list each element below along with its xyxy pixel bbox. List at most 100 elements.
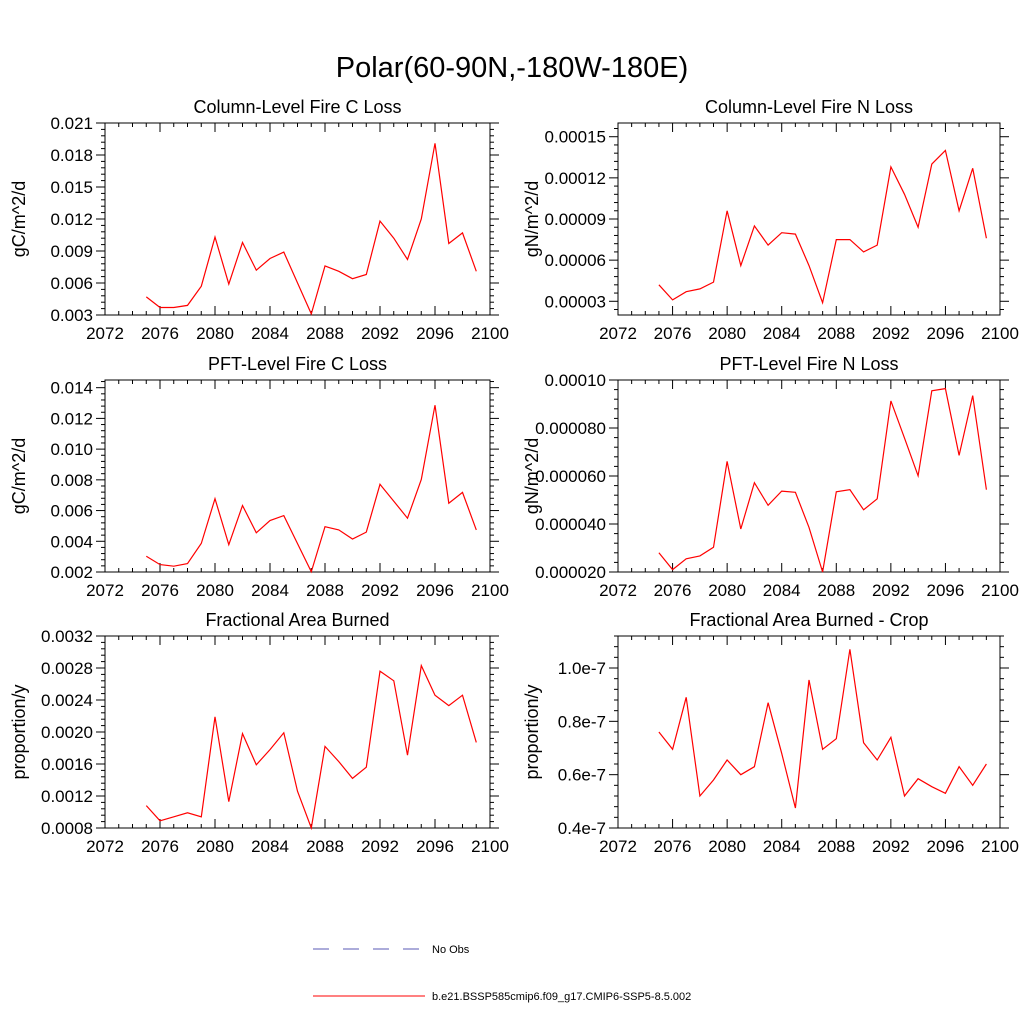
y-tick-label: 0.0016 [41, 755, 93, 774]
x-tick-label: 2080 [708, 837, 746, 856]
panel-title: Column-Level Fire N Loss [705, 97, 913, 117]
x-tick-label: 2092 [872, 581, 910, 600]
x-tick-label: 2088 [817, 837, 855, 856]
y-tick-label: 0.0024 [41, 691, 93, 710]
panel-title: Fractional Area Burned - Crop [689, 610, 928, 630]
plot-frame [617, 635, 1001, 829]
series-line [145, 663, 477, 831]
chart-panel-6: Fractional Area Burned - Crop proportion/… [522, 610, 1019, 856]
x-tick-label: 2088 [306, 324, 344, 343]
y-axis-label: proportion/y [522, 684, 542, 779]
y-tick-label: 0.012 [50, 210, 93, 229]
x-tick-label: 2084 [763, 324, 801, 343]
panel-title: PFT-Level Fire C Loss [208, 354, 387, 374]
x-tick-label: 2084 [251, 837, 289, 856]
legend: No Obs b.e21.BSSP585cmip6.f09_g17.CMIP6-… [313, 944, 691, 1003]
y-tick-label: 0.00012 [545, 169, 606, 188]
x-tick-label: 2080 [708, 324, 746, 343]
y-tick-label: 0.8e-7 [558, 712, 606, 731]
x-tick-label: 2092 [872, 324, 910, 343]
x-tick-label: 2096 [416, 581, 454, 600]
x-tick-label: 2076 [141, 581, 179, 600]
plot-frame [617, 379, 1001, 573]
x-tick-label: 2080 [708, 581, 746, 600]
y-tick-label: 0.018 [50, 146, 93, 165]
y-tick-label: 0.0028 [41, 659, 93, 678]
y-tick-label: 0.010 [50, 440, 93, 459]
x-tick-label: 2080 [196, 837, 234, 856]
chart-panel-4: PFT-Level Fire N Loss gN/m^2/d 2072 2076 208… [522, 354, 1019, 600]
chart-panel-3: PFT-Level Fire C Loss gC/m^2/d 2072 2076 208… [9, 354, 509, 600]
y-tick-label: 0.006 [50, 274, 93, 293]
series-line [145, 405, 477, 574]
x-tick-label: 2092 [872, 837, 910, 856]
x-tick-label: 2072 [86, 837, 124, 856]
y-axis-label: gN/m^2/d [522, 438, 542, 514]
y-tick-label: 0.000060 [535, 467, 606, 486]
x-tick-label: 2088 [306, 837, 344, 856]
series-line [145, 143, 477, 316]
y-axis-label: gC/m^2/d [9, 438, 29, 514]
y-tick-label: 0.0032 [41, 627, 93, 646]
y-tick-label: 0.0020 [41, 723, 93, 742]
x-tick-label: 2100 [981, 581, 1019, 600]
y-tick-label: 0.002 [50, 563, 93, 582]
x-tick-label: 2076 [141, 837, 179, 856]
x-tick-label: 2100 [471, 837, 509, 856]
y-tick-label: 0.00010 [545, 371, 606, 390]
y-tick-label: 0.000080 [535, 419, 606, 438]
y-tick-label: 0.0012 [41, 787, 93, 806]
panel-title: Fractional Area Burned [205, 610, 389, 630]
y-tick-label: 0.00006 [545, 251, 606, 270]
y-tick-label: 0.004 [50, 532, 93, 551]
x-tick-label: 2096 [927, 324, 965, 343]
figure-title: Polar(60-90N,-180W-180E) [336, 52, 688, 84]
x-tick-label: 2096 [927, 837, 965, 856]
y-tick-label: 0.000040 [535, 515, 606, 534]
y-tick-label: 0.012 [50, 409, 93, 428]
x-tick-label: 2072 [599, 837, 637, 856]
x-tick-label: 2084 [251, 324, 289, 343]
y-axis-label: proportion/y [9, 684, 29, 779]
series-line [658, 387, 987, 573]
x-tick-label: 2092 [361, 837, 399, 856]
y-tick-label: 0.008 [50, 471, 93, 490]
series-line [658, 649, 987, 809]
y-tick-label: 0.009 [50, 242, 93, 261]
y-tick-label: 0.6e-7 [558, 766, 606, 785]
plot-frame [617, 122, 1001, 316]
x-tick-label: 2072 [599, 324, 637, 343]
x-tick-label: 2096 [416, 837, 454, 856]
plot-frame [104, 122, 491, 316]
x-tick-label: 2072 [86, 324, 124, 343]
x-tick-label: 2084 [763, 837, 801, 856]
x-tick-label: 2076 [654, 581, 692, 600]
x-tick-label: 2088 [817, 581, 855, 600]
y-tick-label: 0.4e-7 [558, 819, 606, 838]
x-tick-label: 2072 [86, 581, 124, 600]
x-tick-label: 2076 [654, 837, 692, 856]
chart-panel-2: Column-Level Fire N Loss gN/m^2/d 2072 2076… [522, 97, 1019, 343]
y-axis-label: gC/m^2/d [9, 181, 29, 257]
y-tick-label: 0.006 [50, 502, 93, 521]
x-tick-label: 2100 [471, 324, 509, 343]
legend-model-label: b.e21.BSSP585cmip6.f09_g17.CMIP6-SSP5-8.… [432, 991, 691, 1003]
y-tick-label: 0.003 [50, 306, 93, 325]
x-tick-label: 2092 [361, 581, 399, 600]
y-tick-label: 0.00003 [545, 292, 606, 311]
x-tick-label: 2088 [817, 324, 855, 343]
series-line [658, 149, 987, 305]
y-tick-label: 0.014 [50, 379, 93, 398]
x-tick-label: 2080 [196, 581, 234, 600]
y-tick-label: 0.0008 [41, 819, 93, 838]
x-tick-label: 2088 [306, 581, 344, 600]
y-tick-label: 0.015 [50, 178, 93, 197]
y-axis-label: gN/m^2/d [522, 181, 542, 257]
panel-title: PFT-Level Fire N Loss [719, 354, 898, 374]
x-tick-label: 2084 [251, 581, 289, 600]
x-tick-label: 2096 [416, 324, 454, 343]
x-tick-label: 2076 [141, 324, 179, 343]
plot-frame [104, 635, 491, 829]
y-tick-label: 0.00015 [545, 128, 606, 147]
